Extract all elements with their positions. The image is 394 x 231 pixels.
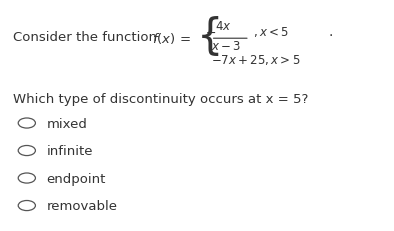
Text: removable: removable xyxy=(46,199,117,212)
Text: endpoint: endpoint xyxy=(46,172,106,185)
Text: Consider the function: Consider the function xyxy=(13,31,162,44)
Text: .: . xyxy=(328,25,333,39)
Text: Which type of discontinuity occurs at x = 5?: Which type of discontinuity occurs at x … xyxy=(13,93,309,106)
Text: {: { xyxy=(197,16,223,58)
Text: $-7x + 25, x > 5$: $-7x + 25, x > 5$ xyxy=(211,53,300,67)
Text: $f(x)$ =: $f(x)$ = xyxy=(152,31,191,46)
Text: $x - 3$: $x - 3$ xyxy=(211,40,241,53)
Text: $-$: $-$ xyxy=(205,25,216,38)
Text: $4x$: $4x$ xyxy=(215,20,231,33)
Text: infinite: infinite xyxy=(46,144,93,157)
Text: mixed: mixed xyxy=(46,117,87,130)
Text: $, x < 5$: $, x < 5$ xyxy=(253,25,289,39)
